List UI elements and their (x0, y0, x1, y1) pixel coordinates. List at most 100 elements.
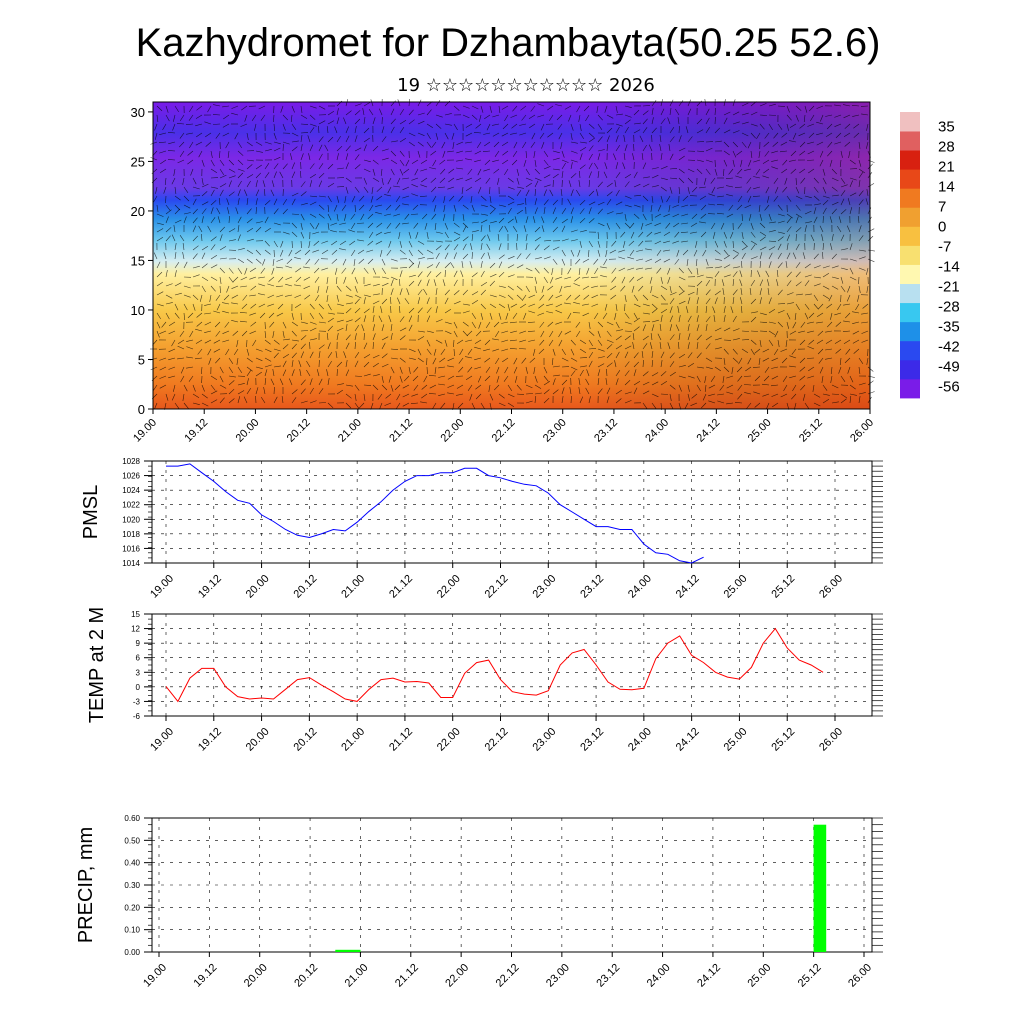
wind-barb (541, 141, 545, 149)
wind-barb (705, 324, 708, 332)
wind-barb (318, 213, 325, 219)
wind-barb (838, 366, 842, 374)
wind-barb (597, 208, 603, 215)
wind-barb (651, 117, 654, 125)
wind-barb (624, 379, 631, 386)
wind-barb (399, 305, 401, 314)
wind-barb (810, 234, 815, 242)
heatmap-x-tick-label: 20.00 (234, 417, 262, 445)
heatmap-x-tick-label: 19.12 (182, 417, 210, 445)
wind-barb (807, 321, 815, 324)
heatmap-y-tick-label: 0 (138, 402, 145, 417)
wind-barb (645, 248, 653, 251)
wind-barb (291, 198, 296, 206)
wind-barb (703, 177, 707, 185)
wind-barb (792, 252, 797, 260)
wind-barb (804, 210, 812, 215)
wind-barb (207, 105, 212, 113)
wind-barb (465, 150, 473, 153)
wind-barb (586, 369, 590, 377)
wind-barb (543, 256, 551, 260)
wind-barb (462, 204, 469, 210)
wind-barb (564, 105, 572, 110)
wind-barb (390, 288, 394, 296)
wind-barb (372, 341, 374, 350)
wind-barb (777, 252, 782, 260)
wind-barb (201, 159, 205, 167)
wind-barb (741, 102, 749, 107)
wind-barb (822, 195, 830, 199)
wind-barb (222, 105, 230, 108)
wind-barb (624, 321, 632, 325)
wind-barb (273, 163, 279, 170)
wind-barb (578, 267, 581, 275)
wind-barb (480, 243, 483, 251)
wind-barb (759, 339, 762, 347)
colorbar-label: 35 (938, 118, 955, 135)
wind-barb (844, 141, 851, 147)
wind-barb (681, 240, 689, 243)
wind-barb (525, 168, 530, 176)
wind-barb (156, 261, 161, 269)
wind-barb (210, 186, 218, 189)
wind-barb (426, 109, 432, 116)
wind-barb (736, 150, 743, 156)
wind-barb (423, 288, 428, 296)
wind-barb (428, 393, 437, 395)
wind-barb (678, 267, 684, 274)
wind-barb (430, 177, 437, 183)
x-tick-label: 26.00 (817, 726, 845, 754)
y-tick-label: 0.20 (124, 903, 140, 912)
wind-barb (403, 168, 410, 174)
wind-barb (507, 207, 512, 215)
wind-barb (710, 177, 716, 184)
wind-barb (528, 294, 536, 298)
wind-barb (399, 137, 407, 143)
wind-barb (519, 339, 527, 343)
wind-barb (219, 384, 227, 389)
x-tick-label: 22.00 (435, 573, 463, 601)
wind-barb (732, 357, 739, 363)
wind-barb (300, 181, 306, 188)
wind-barb (606, 396, 610, 404)
wind-barb (282, 163, 288, 170)
wind-barb (710, 375, 716, 382)
wind-barb (736, 204, 743, 211)
wind-barb (300, 123, 309, 125)
wind-barb (772, 141, 779, 147)
wind-barb (408, 231, 412, 239)
wind-barb (367, 213, 374, 220)
wind-barb (354, 147, 362, 152)
wind-barb (660, 309, 668, 314)
wind-barb (273, 249, 275, 258)
wind-barb (192, 186, 200, 190)
wind-barb (462, 225, 467, 233)
wind-barb (240, 123, 248, 127)
wind-barb (174, 208, 181, 215)
wind-barb (597, 171, 600, 179)
wind-barb (179, 114, 185, 122)
wind-barb (624, 391, 632, 395)
wind-barb (858, 267, 866, 271)
wind-barb (390, 333, 393, 341)
wind-barb (270, 378, 275, 386)
wind-barb (471, 233, 474, 242)
wind-barb (470, 243, 473, 251)
heatmap-warm-shade (153, 102, 870, 409)
wind-barb (264, 200, 271, 206)
wind-barb (588, 330, 595, 336)
wind-barb (768, 297, 772, 305)
wind-barb (164, 177, 167, 186)
wind-barb (651, 127, 657, 134)
wind-barb (489, 224, 491, 233)
wind-barb (615, 105, 618, 113)
wind-barb (825, 348, 833, 351)
wind-barb (651, 185, 659, 188)
wind-barb (730, 231, 734, 239)
wind-barb (237, 396, 241, 404)
wind-barb (606, 199, 612, 206)
wind-barb (228, 215, 230, 224)
wind-barb (204, 121, 212, 125)
wind-barb (363, 144, 367, 152)
wind-barb (336, 135, 341, 143)
